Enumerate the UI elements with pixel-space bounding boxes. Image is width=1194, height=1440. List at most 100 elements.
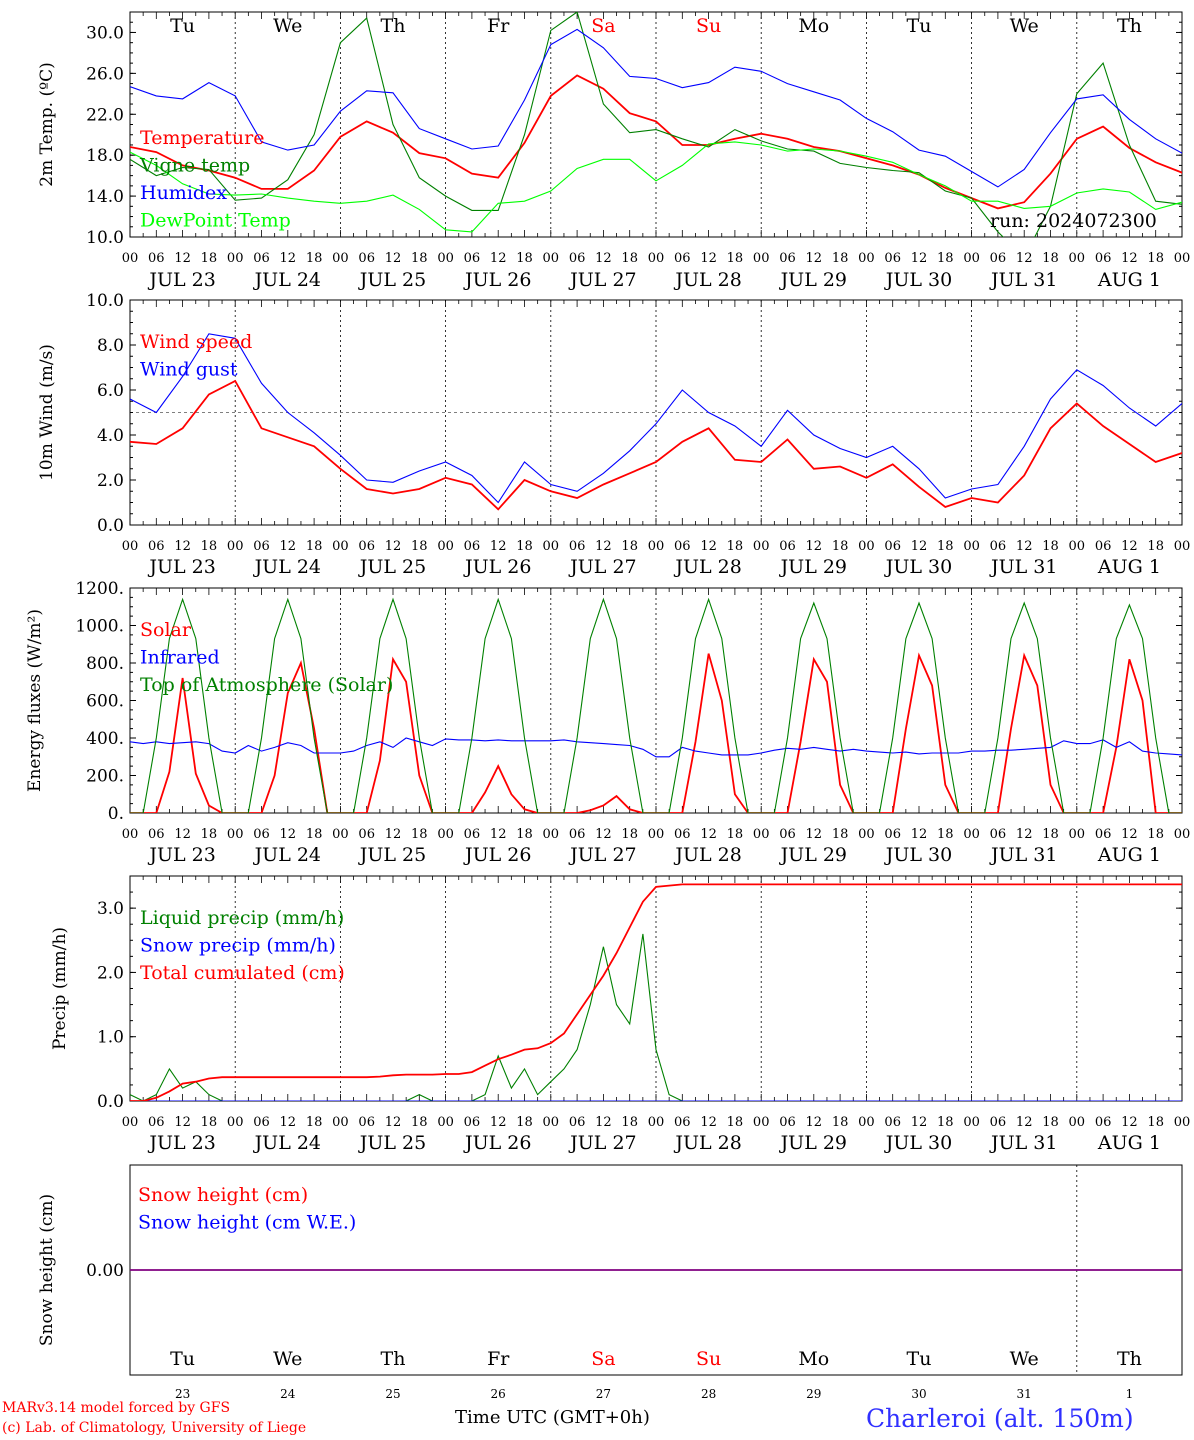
hour-label: 00 bbox=[437, 1115, 454, 1130]
hour-label: 12 bbox=[911, 539, 928, 554]
date-label: JUL 26 bbox=[463, 556, 531, 578]
date-label: JUL 30 bbox=[884, 844, 952, 866]
legend-entry: DewPoint Temp bbox=[140, 210, 291, 232]
hour-label: 00 bbox=[437, 539, 454, 554]
date-label: JUL 24 bbox=[253, 844, 321, 866]
hour-label: 00 bbox=[227, 539, 244, 554]
hour-label: 18 bbox=[621, 827, 638, 842]
hour-label: 12 bbox=[174, 539, 191, 554]
hour-label: 18 bbox=[1147, 1115, 1164, 1130]
hour-label: 06 bbox=[148, 251, 165, 266]
panel-2: 0.0 2.0 4.0 6.0 8.0 10.0 10m Wind (m/s) Wind sp… bbox=[37, 291, 1190, 578]
hour-label: 12 bbox=[280, 1115, 297, 1130]
series-line bbox=[130, 379, 1182, 511]
date-label: JUL 30 bbox=[884, 269, 952, 291]
y-tick-label: 10.0 bbox=[86, 228, 124, 248]
y-axis-label: 10m Wind (m/s) bbox=[37, 344, 57, 481]
hour-label: 12 bbox=[1121, 1115, 1138, 1130]
hour-label: 18 bbox=[832, 251, 849, 266]
legend-entry: Wind gust bbox=[140, 359, 238, 381]
weekday-label: We bbox=[273, 15, 302, 37]
series-line bbox=[130, 933, 1182, 1101]
hour-label: 06 bbox=[464, 1115, 481, 1130]
hour-label: 06 bbox=[884, 251, 901, 266]
legend-entry: Solar bbox=[140, 619, 192, 641]
weekday-label: Sa bbox=[591, 15, 615, 37]
hour-label: 12 bbox=[385, 539, 402, 554]
weekday-label: We bbox=[273, 1348, 302, 1370]
hour-label: 12 bbox=[806, 827, 823, 842]
date-label: JUL 29 bbox=[779, 1132, 847, 1154]
panel-4: 0.0 1.0 2.0 3.0 Precip (mm/h) Liquid precip (… bbox=[50, 875, 1190, 1154]
hour-label: 12 bbox=[385, 827, 402, 842]
hour-label: 06 bbox=[674, 539, 691, 554]
day-number-label: 26 bbox=[491, 1387, 506, 1401]
hour-label: 18 bbox=[621, 539, 638, 554]
hour-label: 00 bbox=[543, 1115, 560, 1130]
hour-label: 18 bbox=[201, 251, 218, 266]
station-name: Charleroi (alt. 150m) bbox=[866, 1404, 1134, 1433]
date-label: JUL 23 bbox=[147, 269, 215, 291]
y-tick-label: 10.0 bbox=[86, 291, 124, 311]
legend-entry: Snow precip (mm/h) bbox=[140, 935, 336, 957]
hour-label: 00 bbox=[1174, 827, 1191, 842]
date-label: AUG 1 bbox=[1097, 556, 1161, 578]
y-tick-label: 800. bbox=[86, 654, 124, 674]
weekday-label: We bbox=[1010, 1348, 1039, 1370]
hour-label: 00 bbox=[1069, 1115, 1086, 1130]
series-line bbox=[130, 652, 1182, 813]
hour-label: 12 bbox=[490, 251, 507, 266]
hour-label: 18 bbox=[306, 827, 323, 842]
y-tick-label: 30.0 bbox=[86, 23, 124, 43]
hour-label: 18 bbox=[411, 1115, 428, 1130]
legend-entry: Total cumulated (cm) bbox=[140, 962, 345, 984]
hour-label: 00 bbox=[332, 539, 349, 554]
hour-label: 18 bbox=[1042, 1115, 1059, 1130]
y-tick-label: 22.0 bbox=[86, 105, 124, 125]
date-label: JUL 24 bbox=[253, 1132, 321, 1154]
day-number-label: 29 bbox=[806, 1387, 821, 1401]
y-tick-label: 1200. bbox=[75, 579, 124, 599]
hour-label: 00 bbox=[1069, 251, 1086, 266]
date-label: JUL 26 bbox=[463, 1132, 531, 1154]
legend-entry: Snow height (cm W.E.) bbox=[138, 1212, 356, 1234]
date-label: JUL 25 bbox=[358, 556, 426, 578]
hour-label: 06 bbox=[358, 827, 375, 842]
hour-label: 12 bbox=[700, 1115, 717, 1130]
hour-label: 12 bbox=[806, 1115, 823, 1130]
hour-label: 06 bbox=[464, 539, 481, 554]
hour-label: 18 bbox=[937, 251, 954, 266]
y-axis-label: Precip (mm/h) bbox=[50, 927, 70, 1050]
hour-label: 06 bbox=[148, 539, 165, 554]
hour-label: 06 bbox=[358, 1115, 375, 1130]
y-axis-label: Energy fluxes (W/m²) bbox=[25, 609, 45, 792]
series-group bbox=[130, 883, 1182, 1101]
series-line bbox=[130, 141, 1182, 233]
hour-label: 06 bbox=[884, 827, 901, 842]
weekday-label: Fr bbox=[487, 15, 510, 37]
hour-label: 18 bbox=[621, 251, 638, 266]
hour-label: 00 bbox=[1069, 539, 1086, 554]
hour-label: 06 bbox=[990, 539, 1007, 554]
y-tick-label: 400. bbox=[86, 729, 124, 749]
day-number-label: 27 bbox=[596, 1387, 611, 1401]
y-tick-label: 26.0 bbox=[86, 64, 124, 84]
panel-1: 10.0 14.0 18.0 22.0 26.0 30.0 2m Temp. (ºC) Tem… bbox=[37, 11, 1190, 291]
hour-label: 12 bbox=[1121, 827, 1138, 842]
date-label: JUL 28 bbox=[673, 269, 741, 291]
hour-label: 12 bbox=[490, 827, 507, 842]
hour-label: 18 bbox=[201, 539, 218, 554]
date-label: JUL 23 bbox=[147, 844, 215, 866]
date-label: JUL 26 bbox=[463, 269, 531, 291]
hour-label: 00 bbox=[122, 539, 139, 554]
series-line bbox=[130, 883, 1182, 1101]
hour-label: 18 bbox=[727, 827, 744, 842]
hour-label: 00 bbox=[753, 1115, 770, 1130]
weekday-label: We bbox=[1010, 15, 1039, 37]
date-label: JUL 29 bbox=[779, 844, 847, 866]
hour-label: 06 bbox=[253, 539, 270, 554]
series-line bbox=[130, 12, 1182, 237]
date-label: JUL 31 bbox=[989, 1132, 1057, 1154]
weekday-label: Fr bbox=[487, 1348, 510, 1370]
hour-label: 06 bbox=[779, 539, 796, 554]
